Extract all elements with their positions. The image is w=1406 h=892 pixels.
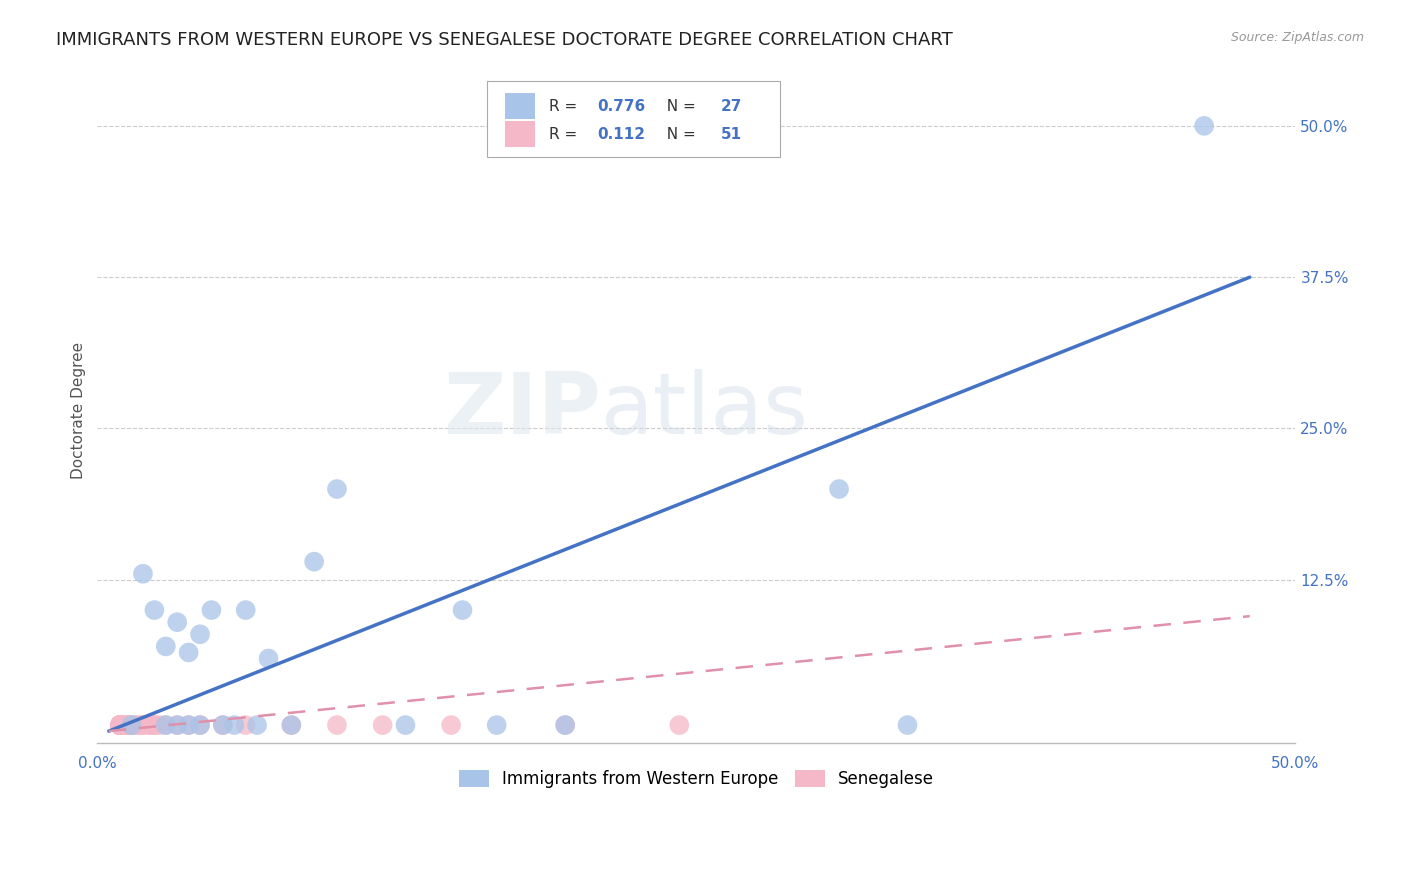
Point xyxy=(127,718,149,732)
Text: N =: N = xyxy=(657,99,700,113)
Point xyxy=(121,718,143,732)
Point xyxy=(108,718,131,732)
Point xyxy=(235,603,257,617)
Point xyxy=(896,718,918,732)
Point xyxy=(108,718,131,732)
Text: 51: 51 xyxy=(720,127,741,142)
Point xyxy=(132,718,155,732)
Point xyxy=(108,718,131,732)
Point xyxy=(108,718,131,732)
Point xyxy=(326,718,349,732)
Text: 0.776: 0.776 xyxy=(598,99,645,113)
Point xyxy=(326,482,349,496)
Point xyxy=(118,718,141,732)
FancyBboxPatch shape xyxy=(505,120,534,147)
Point xyxy=(108,718,131,732)
Point xyxy=(108,718,131,732)
Point xyxy=(148,718,170,732)
Point xyxy=(166,718,188,732)
Point xyxy=(108,718,131,732)
Point xyxy=(108,718,131,732)
Text: N =: N = xyxy=(657,127,700,142)
Point xyxy=(143,718,166,732)
Point xyxy=(108,718,131,732)
Point xyxy=(132,566,155,581)
Point xyxy=(108,718,131,732)
Text: R =: R = xyxy=(548,127,588,142)
Point xyxy=(257,651,280,665)
Text: 0.0%: 0.0% xyxy=(77,756,117,772)
Point xyxy=(139,718,162,732)
Point xyxy=(108,718,131,732)
Point xyxy=(108,718,131,732)
Point xyxy=(212,718,235,732)
Point xyxy=(280,718,302,732)
Text: R =: R = xyxy=(548,99,582,113)
Point xyxy=(235,718,257,732)
Point xyxy=(1192,119,1215,133)
Text: 0.112: 0.112 xyxy=(598,127,645,142)
Point xyxy=(394,718,416,732)
Point xyxy=(115,718,138,732)
Point xyxy=(246,718,269,732)
Point xyxy=(108,718,131,732)
Point xyxy=(108,718,131,732)
Point xyxy=(108,718,131,732)
Text: 50.0%: 50.0% xyxy=(1271,756,1320,772)
Point xyxy=(200,603,222,617)
Point xyxy=(108,718,131,732)
Point xyxy=(143,718,166,732)
Point xyxy=(125,718,148,732)
Text: atlas: atlas xyxy=(600,368,808,452)
Point xyxy=(114,718,136,732)
Point xyxy=(139,718,162,732)
Point xyxy=(108,718,131,732)
Point xyxy=(108,718,131,732)
Point xyxy=(115,718,138,732)
Point xyxy=(121,718,143,732)
Point xyxy=(108,718,131,732)
Point xyxy=(302,555,325,569)
Point xyxy=(108,718,131,732)
Text: IMMIGRANTS FROM WESTERN EUROPE VS SENEGALESE DOCTORATE DEGREE CORRELATION CHART: IMMIGRANTS FROM WESTERN EUROPE VS SENEGA… xyxy=(56,31,953,49)
Point xyxy=(108,718,131,732)
Point xyxy=(177,718,200,732)
Point xyxy=(166,615,188,630)
Text: ZIP: ZIP xyxy=(443,368,600,452)
Point xyxy=(108,718,131,732)
Y-axis label: Doctorate Degree: Doctorate Degree xyxy=(72,342,86,479)
Point xyxy=(485,718,508,732)
Text: Source: ZipAtlas.com: Source: ZipAtlas.com xyxy=(1230,31,1364,45)
Point xyxy=(188,718,211,732)
Point xyxy=(155,640,177,654)
Point xyxy=(121,718,143,732)
Point xyxy=(155,718,177,732)
Point xyxy=(177,645,200,659)
Point xyxy=(828,482,851,496)
Point xyxy=(440,718,463,732)
FancyBboxPatch shape xyxy=(486,81,780,157)
Point xyxy=(188,627,211,641)
Point xyxy=(212,718,235,732)
Point xyxy=(143,603,166,617)
Point xyxy=(451,603,474,617)
Legend: Immigrants from Western Europe, Senegalese: Immigrants from Western Europe, Senegale… xyxy=(451,764,941,795)
Point xyxy=(554,718,576,732)
Point xyxy=(155,718,177,732)
Point xyxy=(132,718,155,732)
Point xyxy=(166,718,188,732)
Point xyxy=(188,718,211,732)
Point xyxy=(668,718,690,732)
Text: 27: 27 xyxy=(720,99,742,113)
Point xyxy=(371,718,394,732)
Point xyxy=(177,718,200,732)
Point xyxy=(108,718,131,732)
Point xyxy=(280,718,302,732)
FancyBboxPatch shape xyxy=(505,93,534,120)
Point xyxy=(554,718,576,732)
Point xyxy=(108,718,131,732)
Point xyxy=(224,718,246,732)
